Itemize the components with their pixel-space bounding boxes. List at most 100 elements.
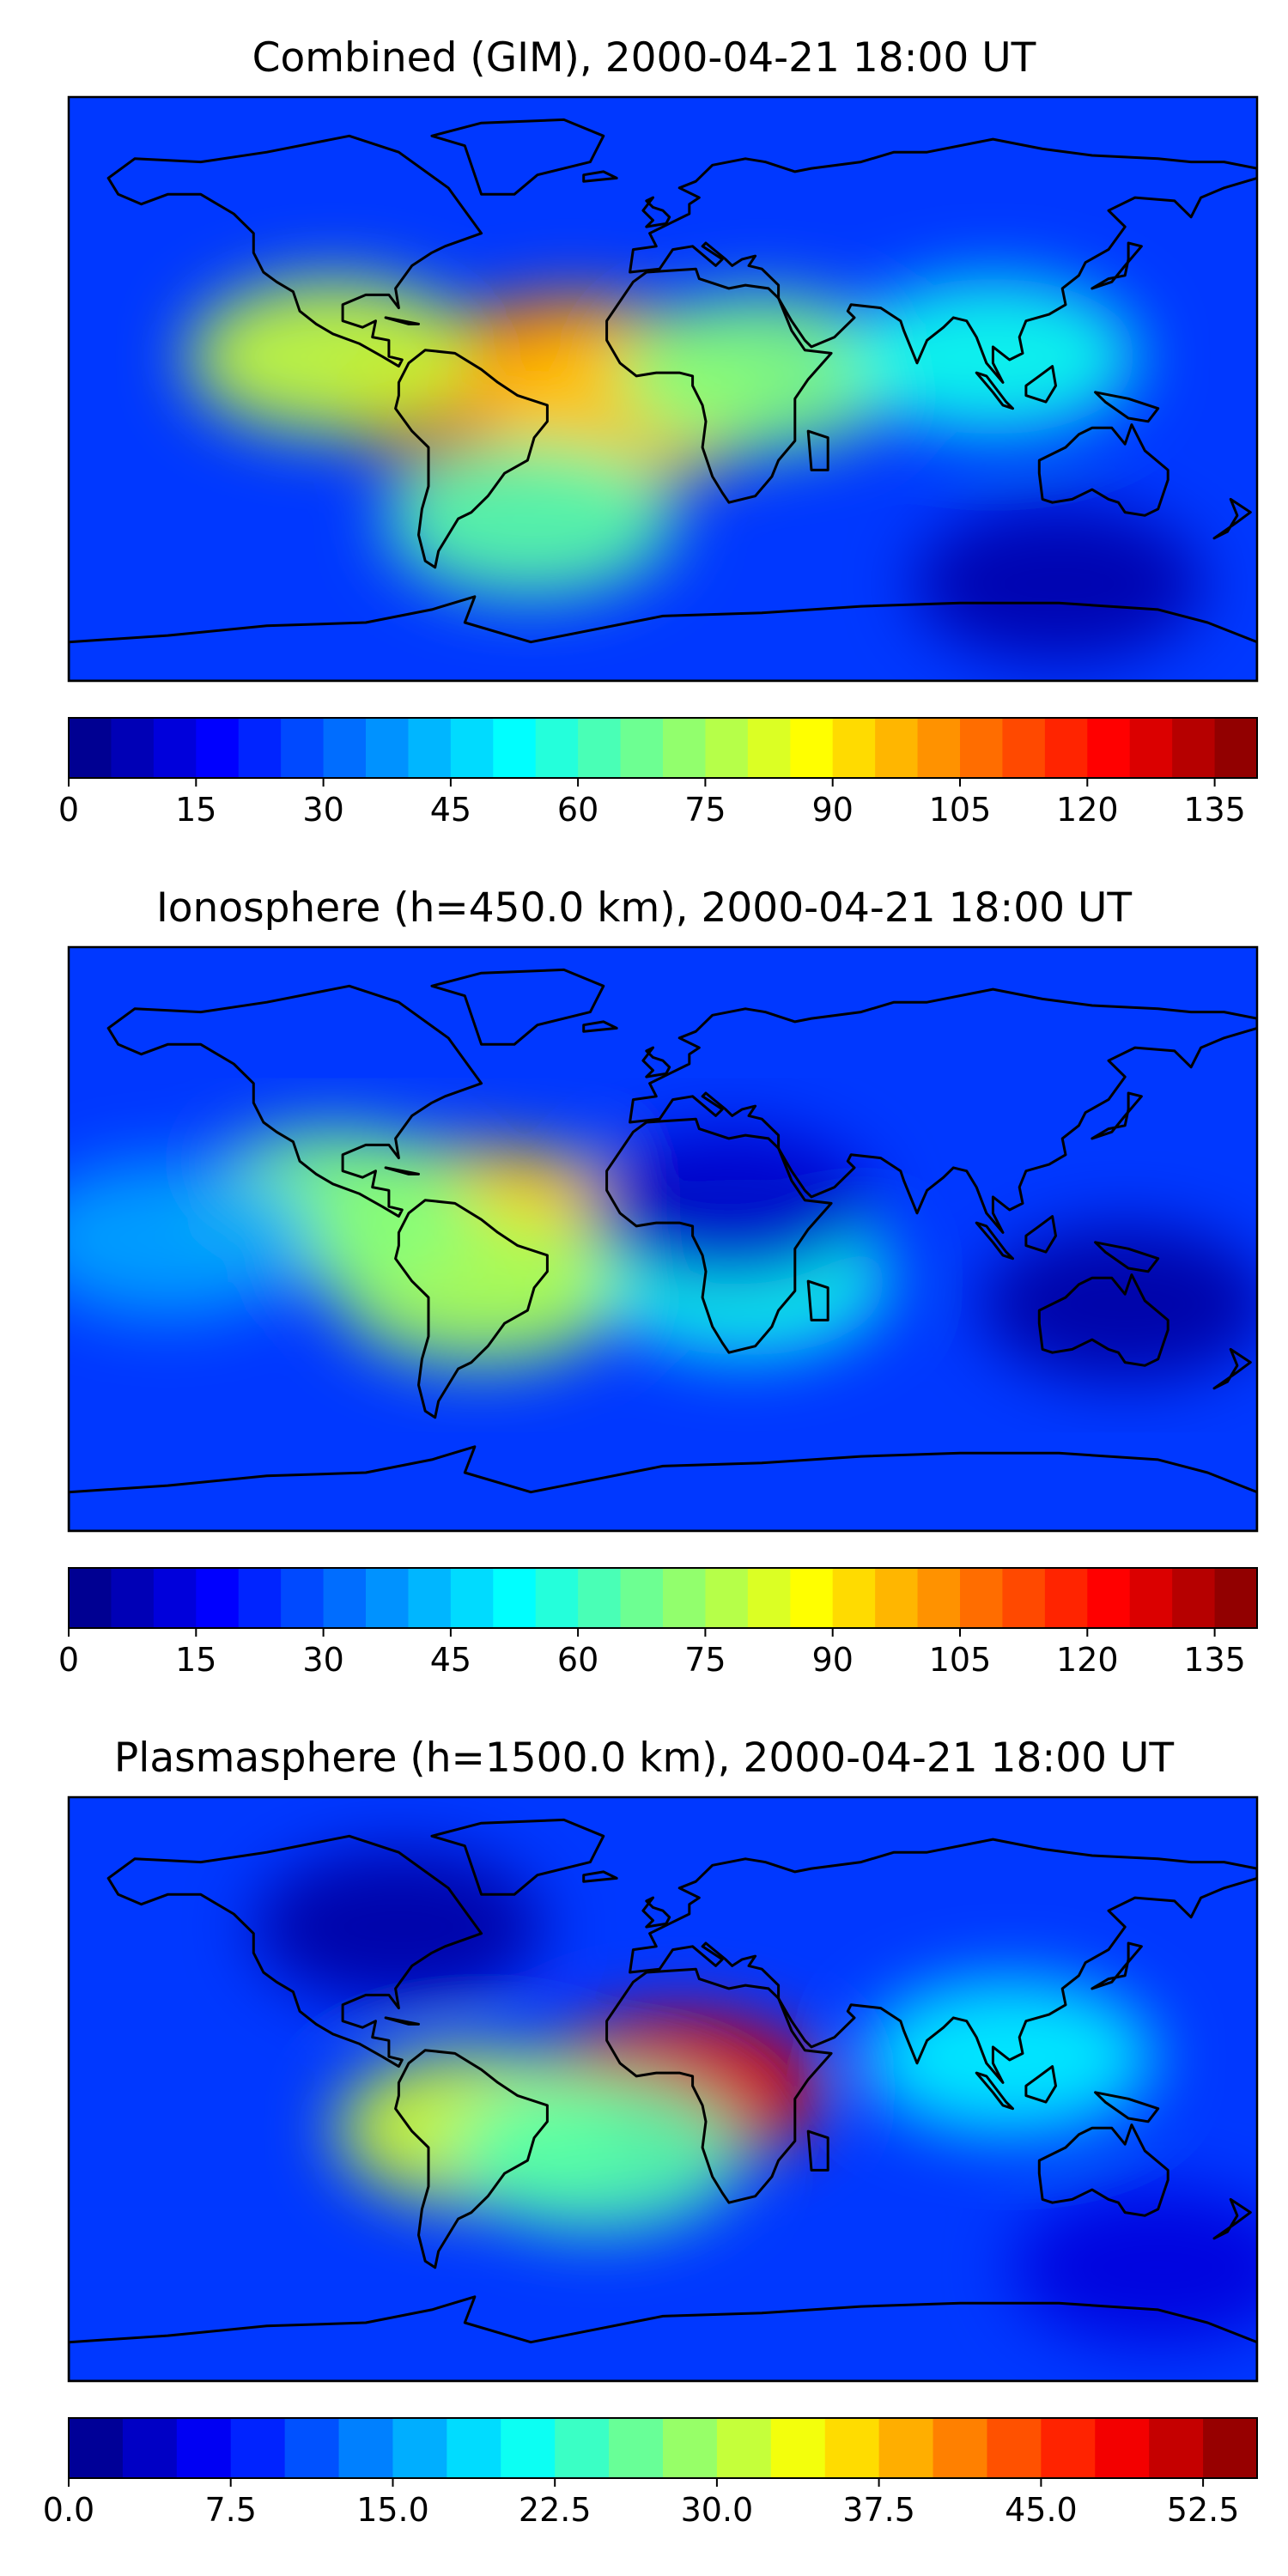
colorbar-segment (609, 2418, 664, 2478)
coastline (1024, 365, 1057, 404)
colorbar-tick-label: 15 (175, 791, 216, 829)
field-feature (617, 295, 908, 451)
colorbar-tick-label: 60 (557, 791, 598, 829)
coastline (430, 118, 605, 196)
coastline (806, 429, 829, 471)
colorbar-tick-label: 45 (430, 1641, 471, 1679)
coastline (1037, 2123, 1170, 2217)
coastline (69, 595, 1257, 681)
colorbar-segment (555, 2418, 610, 2478)
colorbar-segment (1214, 1568, 1258, 1628)
colorbar-tick-label: 30 (302, 791, 343, 829)
coastline (1024, 1215, 1057, 1254)
colorbar-segment (663, 1568, 707, 1628)
coastline (384, 2016, 420, 2026)
field-feature (69, 1161, 313, 1317)
map-panel (67, 95, 1259, 683)
colorbar-segment (1172, 718, 1216, 778)
field-feature (1012, 2190, 1257, 2346)
colorbar-segment (1214, 718, 1258, 778)
colorbar-segment (917, 1568, 961, 1628)
colorbar-segment (238, 718, 282, 778)
coastline (394, 2049, 549, 2269)
colorbar-segment (450, 1568, 494, 1628)
colorbar-segment (1087, 1568, 1131, 1628)
colorbar-segment (1044, 1568, 1088, 1628)
coastline (384, 316, 420, 325)
colorbar-frame (68, 717, 1258, 779)
colorbar-segment (1002, 718, 1046, 778)
colorbar-segment (663, 2418, 718, 2478)
colorbar-segment (493, 718, 537, 778)
colorbar-segment (323, 1568, 367, 1628)
colorbar-segment (933, 2418, 988, 2478)
coastlines (69, 968, 1257, 1531)
colorbar-segment (196, 1568, 240, 1628)
coastline (430, 968, 605, 1046)
coastline (806, 2129, 829, 2172)
coastline (629, 1838, 1257, 2084)
colorbar-segment (1172, 1568, 1216, 1628)
map-frame (67, 945, 1259, 1533)
colorbar-tick-label: 0.0 (43, 2491, 94, 2529)
coastline (582, 1020, 618, 1033)
colorbar-segment (1203, 2418, 1258, 2478)
colorbar-tick-label: 120 (1056, 1641, 1119, 1679)
colorbar-segment (790, 1568, 834, 1628)
coastline (1037, 1273, 1170, 1367)
colorbar-segment (284, 2418, 340, 2478)
panel-title: Ionosphere (h=450.0 km), 2000-04-21 18:0… (156, 884, 1132, 932)
colorbar-segment (716, 2418, 772, 2478)
colorbar-tick-label: 90 (812, 791, 854, 829)
colorbar-segment (69, 718, 112, 778)
colorbar-segment (501, 2418, 556, 2478)
colorbar-frame (68, 1567, 1258, 1629)
colorbar-segment (1044, 718, 1088, 778)
colorbar-segment (450, 718, 494, 778)
colorbar-tick-label: 75 (684, 1641, 726, 1679)
colorbar-segment (1002, 1568, 1046, 1628)
coastline (394, 1199, 549, 1419)
coastline (1091, 1091, 1143, 1140)
coastline (69, 1445, 1257, 1531)
colorbar-frame (68, 2417, 1258, 2479)
colorbar-tick-label: 120 (1056, 791, 1119, 829)
colorbar-segment (238, 1568, 282, 1628)
colorbar-segment (1149, 2418, 1204, 2478)
colorbar-segment (705, 718, 749, 778)
coastline (629, 137, 1257, 384)
coastline (106, 134, 483, 368)
colorbar-segment (281, 1568, 325, 1628)
colorbar-segment (153, 1568, 197, 1628)
coastlines (69, 1818, 1257, 2381)
colorbar-segment (535, 1568, 579, 1628)
coastline (605, 1967, 833, 2204)
colorbar-segment (987, 2418, 1042, 2478)
field-feature (187, 278, 478, 434)
colorbar-tick-label: 15.0 (356, 2491, 429, 2529)
coastline (430, 1818, 605, 1896)
field-feature (386, 440, 677, 597)
coastline (1091, 241, 1143, 290)
colorbar-segment (281, 718, 325, 778)
colorbar-segment (620, 1568, 664, 1628)
colorbar-segment (153, 718, 197, 778)
coastline (1094, 1241, 1160, 1273)
coastline (582, 170, 618, 183)
coastline (806, 1279, 829, 1321)
coastline (106, 984, 483, 1218)
colorbar-segment (338, 2418, 394, 2478)
colorbar-tick-label: 22.5 (519, 2491, 592, 2529)
colorbar-segment (770, 2418, 826, 2478)
colorbar-segment (832, 1568, 876, 1628)
colorbar-segment (878, 2418, 934, 2478)
colorbar-segment (1087, 718, 1131, 778)
field-feature (451, 2075, 743, 2233)
colorbar-segment (408, 718, 452, 778)
coastline (605, 1117, 833, 1354)
colorbar-segment (196, 718, 240, 778)
colorbar-tick-label: 0 (58, 791, 79, 829)
colorbar-segment (1041, 2418, 1096, 2478)
coastline (582, 1870, 618, 1883)
